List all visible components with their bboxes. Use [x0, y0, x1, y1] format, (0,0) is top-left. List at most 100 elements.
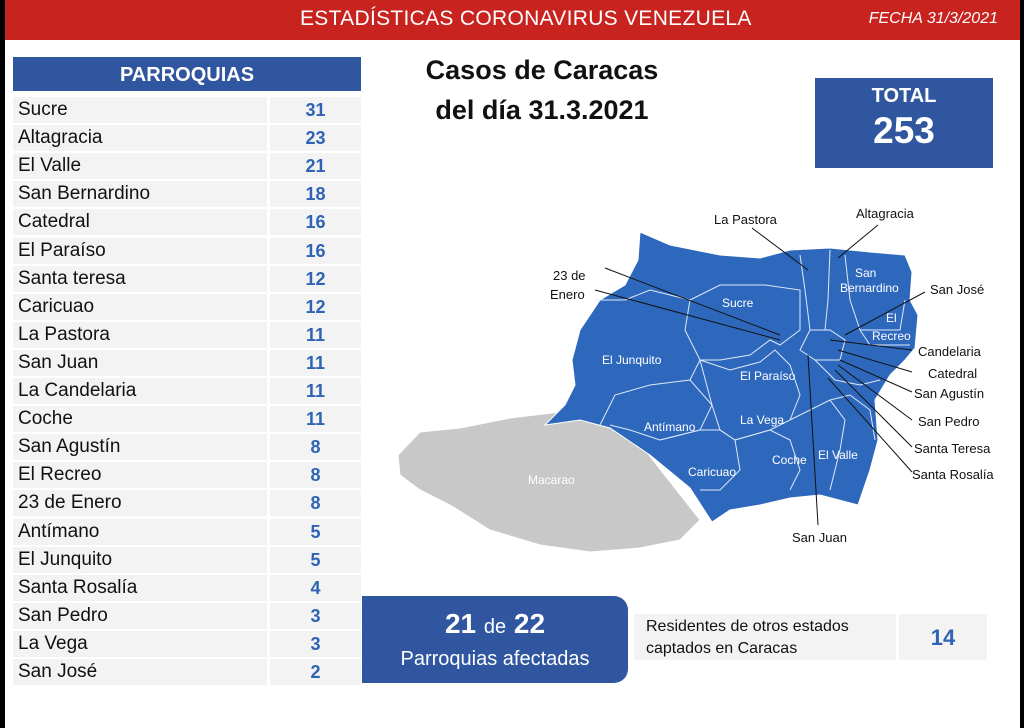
map-label-san-pedro: San Pedro — [918, 414, 979, 429]
table-row: Coche 11 — [13, 406, 361, 433]
map-label-san-jose: San José — [930, 282, 984, 297]
parroquia-cases: 2 — [270, 659, 361, 685]
table-row: San Agustín 8 — [13, 434, 361, 461]
parroquia-name: 23 de Enero — [13, 490, 267, 517]
table-row: San Bernardino 18 — [13, 181, 361, 208]
parroquia-name: Santa Rosalía — [13, 574, 267, 601]
map-label-el-paraiso: El Paraíso — [740, 369, 796, 383]
parroquia-name: Sucre — [13, 97, 267, 123]
parroquia-name: La Vega — [13, 630, 267, 657]
affected-of-word: de — [483, 616, 507, 638]
map-label-el-junquito: El Junquito — [602, 353, 662, 367]
map-label-23-de-enero-1: 23 de — [553, 268, 586, 283]
parroquia-cases: 8 — [270, 462, 361, 489]
parroquias-table-header: PARROQUIAS — [13, 57, 361, 91]
parroquia-cases: 12 — [270, 293, 361, 320]
map-label-altagracia: Altagracia — [856, 206, 915, 221]
parroquia-cases: 8 — [270, 434, 361, 461]
map-label-el-valle: El Valle — [818, 448, 858, 462]
affected-label: Parroquias afectadas — [400, 648, 590, 670]
map-label-coche: Coche — [772, 453, 807, 467]
parroquia-cases: 11 — [270, 406, 361, 433]
parroquia-name: El Junquito — [13, 546, 267, 573]
chart-title: Casos de Caracas del día 31.3.2021 — [412, 50, 672, 130]
map-label-la-pastora: La Pastora — [714, 212, 778, 227]
parroquia-name: San Juan — [13, 349, 267, 376]
parroquia-name: El Paraíso — [13, 237, 267, 264]
table-row: San José 2 — [13, 659, 361, 685]
map-label-san-juan: San Juan — [792, 530, 847, 545]
table-row: El Valle 21 — [13, 153, 361, 180]
parroquia-name: Santa teresa — [13, 265, 267, 292]
parroquia-name: Altagracia — [13, 125, 267, 152]
residents-value: 14 — [899, 614, 987, 660]
parroquia-name: Catedral — [13, 209, 267, 236]
table-row: San Juan 11 — [13, 349, 361, 376]
table-row: La Vega 3 — [13, 630, 361, 657]
parroquia-cases: 5 — [270, 518, 361, 545]
affected-count: 21 — [444, 608, 477, 639]
parroquia-name: Caricuao — [13, 293, 267, 320]
total-value: 253 — [873, 110, 935, 151]
map-label-caricuao: Caricuao — [688, 465, 736, 479]
parroquia-name: Antímano — [13, 518, 267, 545]
parroquia-name: San Pedro — [13, 602, 267, 629]
map-label-santa-rosalia: Santa Rosalía — [912, 467, 994, 482]
parroquia-cases: 3 — [270, 630, 361, 657]
map-label-candelaria: Candelaria — [918, 344, 982, 359]
parroquia-cases: 11 — [270, 321, 361, 348]
affected-count-line: 21 de 22 — [362, 608, 628, 640]
header-title: ESTADÍSTICAS CORONAVIRUS VENEZUELA — [300, 7, 752, 30]
parroquia-name: La Pastora — [13, 321, 267, 348]
table-row: El Junquito 5 — [13, 546, 361, 573]
map-leader-lines — [594, 224, 926, 526]
parroquia-cases: 23 — [270, 125, 361, 152]
affected-parishes-box: 21 de 22 Parroquias afectadas — [362, 596, 628, 683]
map-label-macarao: Macarao — [528, 473, 575, 487]
parroquia-name: San Bernardino — [13, 181, 267, 208]
affected-total: 22 — [513, 608, 546, 639]
table-row: San Pedro 3 — [13, 602, 361, 629]
table-row: Santa teresa 12 — [13, 265, 361, 292]
parroquia-cases: 16 — [270, 209, 361, 236]
parroquia-cases: 4 — [270, 574, 361, 601]
table-row: Caricuao 12 — [13, 293, 361, 320]
table-row: La Pastora 11 — [13, 321, 361, 348]
parroquia-name: Coche — [13, 406, 267, 433]
map-label-san-bernardino-1: San — [855, 266, 876, 280]
map-label-el-recreo-1: El — [886, 311, 897, 325]
chart-title-line-2: del día 31.3.2021 — [435, 95, 649, 125]
map-label-el-recreo-2: Recreo — [872, 329, 911, 343]
map-label-santa-teresa: Santa Teresa — [914, 441, 991, 456]
parroquia-cases: 31 — [270, 97, 361, 123]
parroquia-cases: 11 — [270, 378, 361, 404]
parroquia-cases: 8 — [270, 490, 361, 517]
parroquia-name: San José — [13, 659, 267, 685]
map-label-sucre: Sucre — [722, 296, 754, 310]
map-label-23-de-enero-2: Enero — [550, 287, 585, 302]
map-region-libertador — [543, 231, 919, 523]
parroquia-name: El Valle — [13, 153, 267, 180]
header-bar: ESTADÍSTICAS CORONAVIRUS VENEZUELA FECHA… — [5, 0, 1020, 40]
residents-line-1: Residentes de otros estados — [646, 618, 849, 635]
parroquia-cases: 16 — [270, 237, 361, 264]
parroquia-name: San Agustín — [13, 434, 267, 461]
map-label-antimano: Antímano — [644, 420, 696, 434]
residents-line-2: captados en Caracas — [646, 640, 798, 657]
parroquia-name: La Candelaria — [13, 378, 267, 404]
table-row: Santa Rosalía 4 — [13, 574, 361, 601]
map-label-catedral: Catedral — [928, 366, 977, 381]
map-parish-boundaries — [595, 249, 910, 491]
table-row: Antímano 5 — [13, 518, 361, 545]
chart-title-line-1: Casos de Caracas — [425, 55, 659, 85]
parroquia-cases: 21 — [270, 153, 361, 180]
total-box: TOTAL 253 — [815, 78, 993, 168]
parroquia-name: El Recreo — [13, 462, 267, 489]
parroquia-cases: 11 — [270, 349, 361, 376]
table-row: La Candelaria 11 — [13, 378, 361, 404]
table-row: El Paraíso 16 — [13, 237, 361, 264]
table-row: Catedral 16 — [13, 209, 361, 236]
map-label-san-bernardino-2: Bernardino — [840, 281, 899, 295]
table-row: 23 de Enero 8 — [13, 490, 361, 517]
